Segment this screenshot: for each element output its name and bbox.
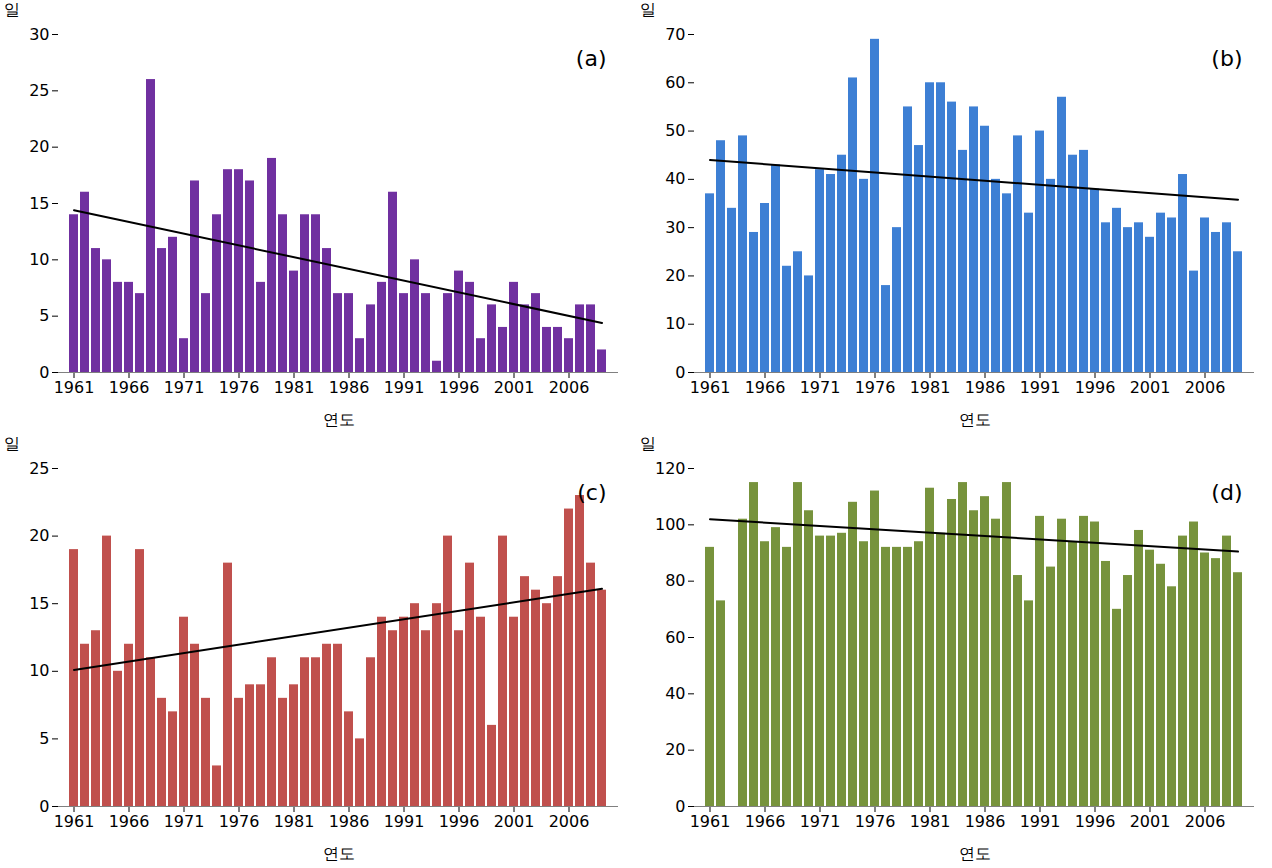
svg-text:1966: 1966 (109, 378, 150, 397)
svg-text:1986: 1986 (329, 378, 370, 397)
svg-text:1991: 1991 (1020, 378, 1061, 397)
svg-text:2006: 2006 (1185, 812, 1226, 831)
svg-text:20: 20 (29, 526, 49, 545)
svg-text:1961: 1961 (54, 378, 95, 397)
svg-text:5: 5 (39, 729, 49, 748)
svg-text:2001: 2001 (494, 812, 535, 831)
svg-text:1976: 1976 (219, 378, 260, 397)
svg-text:2001: 2001 (1130, 812, 1171, 831)
svg-text:30: 30 (665, 218, 685, 237)
svg-text:1981: 1981 (274, 812, 315, 831)
svg-text:일: 일 (4, 434, 20, 453)
svg-text:40: 40 (665, 684, 685, 703)
svg-text:20: 20 (665, 740, 685, 759)
svg-text:0: 0 (39, 363, 49, 382)
svg-text:(a): (a) (576, 46, 607, 71)
svg-text:2006: 2006 (549, 812, 590, 831)
svg-text:10: 10 (665, 314, 685, 333)
svg-text:일: 일 (640, 0, 656, 19)
svg-text:2001: 2001 (494, 378, 535, 397)
svg-text:연도: 연도 (959, 410, 991, 429)
svg-text:1981: 1981 (274, 378, 315, 397)
svg-text:1991: 1991 (384, 812, 425, 831)
svg-text:5: 5 (39, 306, 49, 325)
svg-text:일: 일 (4, 0, 20, 19)
svg-text:120: 120 (655, 459, 686, 478)
svg-text:2001: 2001 (1130, 378, 1171, 397)
svg-text:1991: 1991 (384, 378, 425, 397)
svg-text:1981: 1981 (910, 812, 951, 831)
svg-text:1971: 1971 (800, 812, 841, 831)
svg-text:60: 60 (665, 73, 685, 92)
svg-text:1961: 1961 (690, 378, 731, 397)
svg-text:연도: 연도 (323, 844, 355, 863)
svg-text:1971: 1971 (800, 378, 841, 397)
svg-text:40: 40 (665, 169, 685, 188)
svg-text:15: 15 (29, 194, 49, 213)
svg-text:10: 10 (29, 661, 49, 680)
svg-text:1971: 1971 (164, 378, 205, 397)
svg-text:1961: 1961 (54, 812, 95, 831)
svg-text:80: 80 (665, 571, 685, 590)
svg-text:1976: 1976 (855, 378, 896, 397)
svg-text:15: 15 (29, 594, 49, 613)
svg-text:1986: 1986 (329, 812, 370, 831)
svg-text:연도: 연도 (323, 410, 355, 429)
svg-text:100: 100 (655, 515, 686, 534)
svg-text:1991: 1991 (1020, 812, 1061, 831)
svg-text:1966: 1966 (745, 812, 786, 831)
svg-text:70: 70 (665, 25, 685, 44)
svg-text:1971: 1971 (164, 812, 205, 831)
svg-text:1996: 1996 (1075, 378, 1116, 397)
svg-text:0: 0 (39, 797, 49, 816)
svg-text:1981: 1981 (910, 378, 951, 397)
svg-text:0: 0 (675, 797, 685, 816)
svg-text:1976: 1976 (219, 812, 260, 831)
svg-text:50: 50 (665, 121, 685, 140)
svg-text:25: 25 (29, 459, 49, 478)
svg-text:0: 0 (675, 363, 685, 382)
svg-text:1961: 1961 (690, 812, 731, 831)
svg-text:25: 25 (29, 81, 49, 100)
svg-text:2006: 2006 (1185, 378, 1226, 397)
svg-text:(c): (c) (577, 480, 606, 505)
svg-text:20: 20 (665, 266, 685, 285)
svg-text:30: 30 (29, 25, 49, 44)
svg-text:일: 일 (640, 434, 656, 453)
svg-text:20: 20 (29, 137, 49, 156)
svg-text:1996: 1996 (1075, 812, 1116, 831)
svg-text:2006: 2006 (549, 378, 590, 397)
svg-text:1996: 1996 (439, 378, 480, 397)
svg-text:1976: 1976 (855, 812, 896, 831)
svg-text:1966: 1966 (745, 378, 786, 397)
svg-text:60: 60 (665, 628, 685, 647)
svg-text:1966: 1966 (109, 812, 150, 831)
svg-text:1996: 1996 (439, 812, 480, 831)
svg-text:(d): (d) (1211, 480, 1242, 505)
svg-text:1986: 1986 (965, 378, 1006, 397)
svg-text:1986: 1986 (965, 812, 1006, 831)
svg-text:(b): (b) (1211, 46, 1242, 71)
svg-text:연도: 연도 (959, 844, 991, 863)
svg-text:10: 10 (29, 250, 49, 269)
